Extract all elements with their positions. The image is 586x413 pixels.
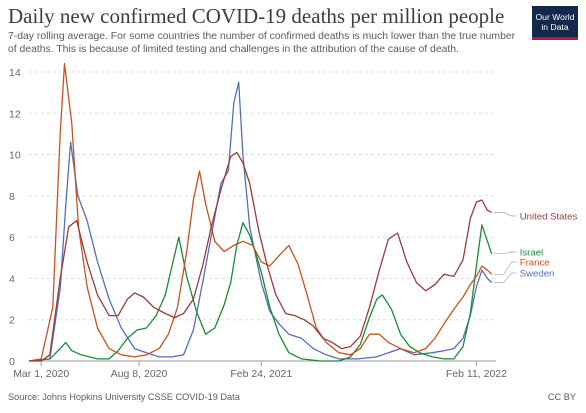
series-label-israel: Israel [520,248,543,259]
series-line-israel [28,222,493,362]
y-tick-label-4: 4 [9,273,15,285]
series-line-france [28,63,493,362]
logo-line2: in Data [541,21,569,32]
series-label-united-states: United States [520,212,578,223]
y-tick-label-14: 14 [9,67,21,79]
series-label-sweden: Sweden [520,269,555,280]
leader-line-sweden [493,272,517,283]
x-tick-label-1: Aug 8, 2020 [111,368,168,380]
y-tick-label-10: 10 [9,150,21,162]
x-tick-label-0: Mar 1, 2020 [13,368,69,380]
x-tick-label-3: Feb 11, 2022 [446,368,507,380]
series-line-sweden [28,81,493,362]
series-label-france: France [520,258,550,269]
series-line-united-states [29,151,492,362]
owid-logo[interactable]: Our World in Data [532,6,578,40]
y-tick-label-6: 6 [9,232,15,244]
y-tick-label-12: 12 [9,108,21,120]
y-tick-label-0: 0 [9,356,15,368]
license-link[interactable]: CC BY [547,392,576,402]
y-tick-label-2: 2 [9,315,15,327]
source-note[interactable]: Source: Johns Hopkins University CSSE CO… [8,392,240,402]
chart-subtitle: 7-day rolling average. For some countrie… [8,31,516,55]
leader-line-united-states [493,212,517,217]
y-tick-label-8: 8 [9,191,15,203]
leader-line-israel [493,251,517,255]
logo-line1: Our World [535,11,575,22]
chart-title: Daily new confirmed COVID-19 deaths per … [8,4,505,28]
leader-line-france [493,261,517,275]
x-tick-label-2: Feb 24, 2021 [230,368,292,380]
